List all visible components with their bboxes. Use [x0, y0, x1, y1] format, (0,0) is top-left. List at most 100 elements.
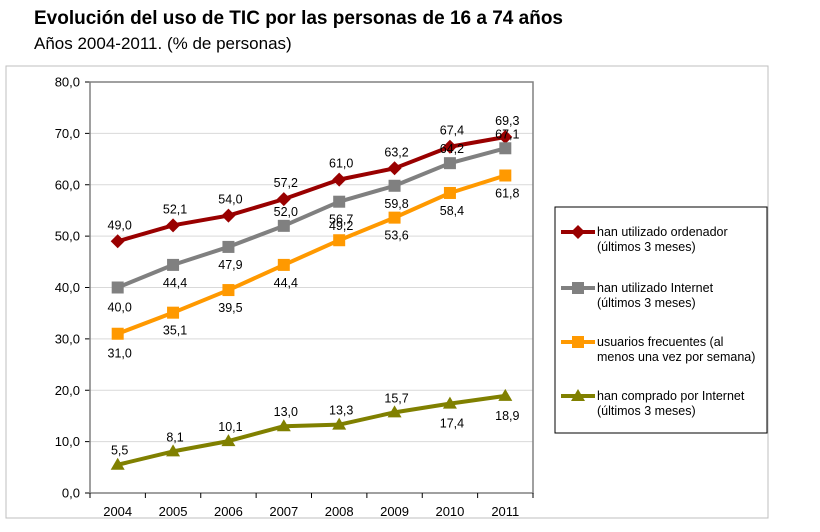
data-label-3: 17,4	[440, 417, 464, 431]
diamond-marker-0	[276, 192, 291, 207]
data-label-3: 15,7	[384, 391, 408, 405]
x-tick-label: 2005	[159, 504, 188, 519]
data-label-1: 59,8	[384, 197, 408, 211]
legend-label-0: han utilizado ordenador	[597, 225, 728, 239]
y-tick-label: 0,0	[62, 486, 80, 501]
data-label-2: 35,1	[163, 324, 187, 338]
data-label-2: 49,2	[329, 219, 353, 233]
x-tick-label: 2008	[325, 504, 354, 519]
square-marker-2	[111, 327, 124, 340]
series-line-1	[116, 146, 506, 290]
x-tick-label: 2006	[214, 504, 243, 519]
chart-subtitle: Años 2004-2011. (% de personas)	[34, 34, 292, 53]
square-marker-legend-1	[572, 282, 584, 294]
data-label-3: 13,3	[329, 404, 353, 418]
triangle-marker-3	[110, 457, 125, 470]
legend-label-1: han utilizado Internet	[597, 281, 714, 295]
legend-label-2: usuarios frecuentes (al	[597, 335, 723, 349]
data-label-1: 67,1	[495, 127, 519, 141]
diamond-marker-0	[498, 129, 513, 144]
triangle-marker-3	[276, 419, 291, 432]
square-marker-1	[277, 219, 290, 232]
square-marker-2	[167, 306, 180, 319]
x-tick-label: 2004	[103, 504, 132, 519]
data-label-0: 61,0	[329, 157, 353, 171]
diamond-marker-legend-0	[571, 225, 585, 239]
square-marker-1	[499, 142, 512, 155]
data-label-0: 52,1	[163, 202, 187, 216]
data-label-2: 58,4	[440, 204, 464, 218]
square-marker-2	[222, 284, 235, 297]
triangle-marker-3	[442, 396, 457, 409]
y-tick-label: 50,0	[55, 229, 80, 244]
data-label-1: 44,4	[163, 276, 187, 290]
data-label-3: 18,9	[495, 409, 519, 423]
y-tick-label: 10,0	[55, 434, 80, 449]
square-marker-legend-2	[572, 336, 584, 348]
data-label-3: 8,1	[166, 430, 183, 444]
y-tick-label: 40,0	[55, 280, 80, 295]
y-tick-label: 30,0	[55, 331, 80, 346]
legend-label-1: (últimos 3 meses)	[597, 296, 696, 310]
square-marker-1	[443, 157, 456, 170]
triangle-marker-3	[221, 434, 236, 447]
square-marker-1	[333, 195, 346, 208]
chart-outer-border	[5, 65, 769, 519]
square-marker-2	[443, 186, 456, 199]
diamond-marker-0	[332, 172, 347, 187]
x-tick-label: 2010	[435, 504, 464, 519]
data-label-0: 69,3	[495, 114, 519, 128]
diamond-marker-0	[221, 208, 236, 223]
x-tick-label: 2011	[491, 504, 519, 519]
legend-label-0: (últimos 3 meses)	[597, 240, 696, 254]
square-marker-2	[388, 211, 401, 224]
diamond-marker-0	[110, 234, 125, 249]
series-line-3	[117, 393, 506, 467]
triangle-marker-3	[332, 417, 347, 430]
chart-title: Evolución del uso de TIC por las persona…	[34, 8, 563, 29]
data-label-0: 57,2	[274, 176, 298, 190]
legend-label-3: (últimos 3 meses)	[597, 404, 696, 418]
data-label-1: 64,2	[440, 142, 464, 156]
legend-label-3: han comprado por Internet	[597, 389, 745, 403]
legend-label-2: menos una vez por semana)	[597, 350, 755, 364]
data-label-1: 56,7	[329, 213, 353, 227]
diamond-marker-0	[166, 218, 181, 233]
data-label-0: 49,0	[108, 218, 132, 232]
data-label-1: 47,9	[218, 258, 242, 272]
square-marker-1	[222, 240, 235, 253]
square-marker-1	[111, 281, 124, 294]
data-label-2: 39,5	[218, 301, 242, 315]
data-label-3: 10,1	[218, 420, 242, 434]
series-line-2	[116, 173, 506, 336]
square-marker-2	[333, 234, 346, 247]
data-label-0: 67,4	[440, 124, 464, 138]
data-label-2: 31,0	[108, 347, 132, 361]
data-label-2: 44,4	[274, 276, 298, 290]
data-label-2: 61,8	[495, 187, 519, 201]
y-tick-label: 60,0	[55, 177, 80, 192]
data-label-3: 5,5	[111, 444, 128, 458]
square-marker-1	[388, 179, 401, 192]
data-label-2: 53,6	[384, 229, 408, 243]
data-label-0: 63,2	[384, 145, 408, 159]
series-line-0	[117, 135, 506, 244]
diamond-marker-0	[387, 161, 402, 176]
square-marker-2	[499, 169, 512, 182]
x-tick-label: 2009	[380, 504, 409, 519]
triangle-marker-legend-3	[571, 389, 585, 401]
y-tick-label: 70,0	[55, 126, 80, 141]
data-label-0: 54,0	[218, 193, 242, 207]
data-label-3: 13,0	[274, 405, 298, 419]
triangle-marker-3	[387, 405, 402, 418]
triangle-marker-3	[498, 388, 513, 401]
y-tick-label: 20,0	[55, 383, 80, 398]
y-tick-label: 80,0	[55, 75, 80, 90]
x-tick-label: 2007	[269, 504, 298, 519]
triangle-marker-3	[166, 444, 181, 457]
data-label-1: 40,0	[108, 301, 132, 315]
data-label-1: 52,0	[274, 205, 298, 219]
diamond-marker-0	[442, 139, 457, 154]
square-marker-1	[167, 258, 180, 271]
